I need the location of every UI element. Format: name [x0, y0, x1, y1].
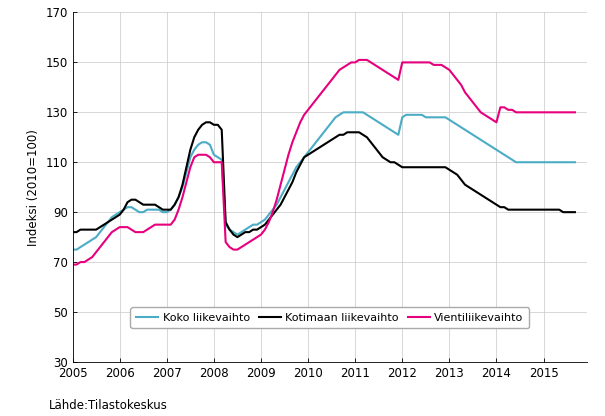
- Kotimaan liikevaihto: [69, 230, 76, 235]
- Vientiliikevaihto: [512, 110, 520, 115]
- Koko liikevaihto: [206, 142, 214, 147]
- Vientiliikevaihto: [356, 57, 363, 62]
- Kotimaan liikevaihto: [203, 120, 210, 125]
- Vientiliikevaihto: [571, 110, 578, 115]
- Text: Lähde:Tilastokeskus: Lähde:Tilastokeskus: [48, 399, 167, 412]
- Koko liikevaihto: [340, 110, 347, 115]
- Kotimaan liikevaihto: [571, 210, 578, 215]
- Kotimaan liikevaihto: [375, 150, 382, 155]
- Kotimaan liikevaihto: [516, 207, 523, 212]
- Y-axis label: Indeksi (2010=100): Indeksi (2010=100): [27, 129, 40, 245]
- Vientiliikevaihto: [69, 262, 76, 267]
- Kotimaan liikevaihto: [211, 122, 218, 127]
- Koko liikevaihto: [69, 247, 76, 252]
- Kotimaan liikevaihto: [473, 190, 480, 195]
- Vientiliikevaihto: [371, 62, 378, 67]
- Koko liikevaihto: [93, 235, 100, 240]
- Kotimaan liikevaihto: [93, 227, 100, 232]
- Vientiliikevaihto: [206, 155, 214, 160]
- Kotimaan liikevaihto: [340, 132, 347, 137]
- Line: Koko liikevaihto: Koko liikevaihto: [73, 112, 575, 250]
- Vientiliikevaihto: [93, 250, 100, 255]
- Koko liikevaihto: [332, 115, 339, 120]
- Line: Vientiliikevaihto: Vientiliikevaihto: [73, 60, 575, 265]
- Legend: Koko liikevaihto, Kotimaan liikevaihto, Vientiliikevaihto: Koko liikevaihto, Kotimaan liikevaihto, …: [130, 307, 529, 328]
- Line: Kotimaan liikevaihto: Kotimaan liikevaihto: [73, 122, 575, 237]
- Koko liikevaihto: [571, 160, 578, 165]
- Kotimaan liikevaihto: [234, 235, 241, 240]
- Koko liikevaihto: [469, 132, 477, 137]
- Koko liikevaihto: [371, 117, 378, 122]
- Koko liikevaihto: [512, 160, 520, 165]
- Vientiliikevaihto: [332, 72, 339, 77]
- Vientiliikevaihto: [469, 100, 477, 105]
